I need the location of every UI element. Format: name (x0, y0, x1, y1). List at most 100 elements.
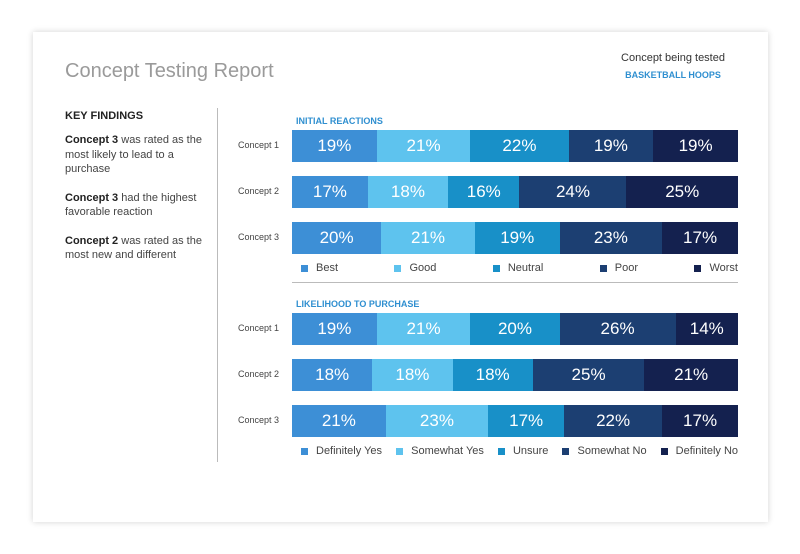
bar-segment: 24% (519, 176, 627, 208)
legend-swatch (301, 264, 308, 272)
stacked-bar: 21% 23% 17% 22% 17% (292, 405, 738, 437)
findings-title: KEY FINDINGS (65, 110, 144, 122)
value-label: 17% (683, 228, 718, 247)
value-label: 23% (419, 411, 454, 430)
report-title: Concept Testing Report (65, 60, 274, 82)
bar-segment: 23% (559, 222, 663, 254)
bar-segment: 20% (470, 313, 560, 345)
bar-segment: 19% (292, 313, 377, 345)
value-label: 14% (689, 319, 724, 338)
value-label: 22% (596, 411, 631, 430)
subtitle: Concept being tested (621, 52, 725, 64)
legend-label: Good (409, 262, 437, 274)
value-label: 25% (665, 182, 700, 201)
legend-swatch (497, 447, 505, 455)
bar-row: Concept 3 20% 21% 19% 23% 17% (213, 222, 738, 254)
report-card: Concept Testing Report Concept being tes… (33, 32, 768, 522)
value-label: 19% (317, 136, 352, 155)
value-label: 21% (406, 319, 441, 338)
bar-segment: 18% (372, 359, 453, 391)
legend-item: Best (301, 262, 338, 274)
bar-segment: 14% (675, 313, 738, 345)
value-label: 21% (406, 136, 441, 155)
value-label: 21% (674, 365, 709, 384)
chart-title: INITIAL REACTIONS (296, 116, 383, 126)
finding: Concept 2 was rated as the most new and … (65, 234, 205, 263)
legend-swatch (694, 264, 702, 272)
category-label: Concept 1 (237, 140, 279, 150)
bar-segment: 19% (292, 130, 377, 162)
findings-list: Concept 3 was rated as the most likely t… (65, 133, 205, 277)
bar-segment: 26% (559, 313, 676, 345)
value-label: 23% (593, 228, 628, 247)
legend-label: Definitely No (675, 445, 738, 457)
legend-label: Best (316, 262, 339, 274)
bar-segment: 21% (292, 405, 386, 437)
chart-title: LIKELIHOOD TO PURCHASE (296, 299, 420, 309)
finding-bold: Concept 2 (65, 234, 119, 247)
bar-row: Concept 2 18% 18% 18% 25% 21% (213, 359, 738, 391)
bar-row: Concept 1 19% 21% 20% 26% 14% (213, 313, 738, 345)
bar-segment: 19% (474, 222, 560, 254)
bar-row: Concept 2 17% 18% 16% 24% 25% (213, 176, 738, 208)
bar-segment: 21% (644, 359, 738, 391)
bar-segment: 18% (367, 176, 449, 208)
bar-segment: 17% (662, 222, 738, 254)
value-label: 26% (600, 319, 635, 338)
finding: Concept 3 had the highest favorable reac… (65, 191, 205, 220)
finding-bold: Concept 3 (65, 134, 119, 146)
finding-text: had the highest favorable reaction (65, 191, 197, 219)
value-label: 19% (678, 136, 713, 155)
bar-segment: 17% (292, 176, 368, 208)
legend-item: Definitely No (660, 445, 738, 457)
stacked-bar: 19% 21% 20% 26% 14% (292, 313, 738, 345)
category-label: Concept 1 (237, 323, 279, 333)
legend-item: Poor (599, 262, 639, 274)
legend-label: Worst (709, 262, 738, 274)
finding: Concept 3 was rated as the most likely t… (65, 133, 205, 177)
bar-row: Concept 1 19% 21% 22% 19% 19% (213, 130, 738, 162)
legend-item: Unsure (497, 445, 548, 457)
value-label: 18% (395, 365, 430, 384)
bar-segment: 16% (448, 176, 520, 208)
bar-segment: 18% (452, 359, 533, 391)
value-label: 24% (555, 182, 590, 201)
stacked-bar: 17% 18% 16% 24% 25% (292, 176, 738, 208)
value-label: 21% (321, 411, 356, 430)
stacked-bar: 20% 21% 19% 23% 17% (292, 222, 738, 254)
value-label: 19% (500, 228, 535, 247)
legend-swatch (301, 447, 308, 455)
legend-swatch (492, 264, 500, 272)
legend-item: Worst (694, 262, 738, 274)
concept-name: BASKETBALL HOOPS (625, 70, 721, 80)
legend-label: Poor (614, 262, 639, 274)
legend-label: Definitely Yes (316, 445, 383, 457)
legend-swatch (599, 264, 607, 272)
category-label: Concept 3 (237, 415, 279, 425)
value-label: 21% (411, 228, 446, 247)
legend-item: Somewhat No (562, 445, 647, 457)
category-label: Concept 3 (237, 232, 279, 242)
bar-segment: 19% (653, 130, 738, 162)
value-label: 19% (593, 136, 628, 155)
legend-label: Neutral (507, 262, 544, 274)
value-label: 20% (497, 319, 532, 338)
bar-segment: 25% (532, 359, 645, 391)
separator (292, 282, 738, 283)
bar-segment: 17% (488, 405, 565, 437)
legend-item: Neutral (492, 262, 544, 274)
legend-item: Good (394, 262, 436, 274)
legend-item: Definitely Yes (301, 445, 382, 457)
bar-segment: 25% (626, 176, 738, 208)
finding-bold: Concept 3 (65, 191, 119, 204)
bar-segment: 21% (376, 313, 471, 345)
legend-swatch (394, 264, 402, 272)
value-label: 17% (509, 411, 544, 430)
legend-swatch (562, 447, 570, 455)
value-label: 22% (502, 136, 537, 155)
value-label: 19% (317, 319, 352, 338)
finding-text: was rated as the most likely to lead to … (65, 134, 202, 175)
legend-label: Somewhat Yes (411, 445, 484, 457)
bar-segment: 22% (470, 130, 569, 162)
